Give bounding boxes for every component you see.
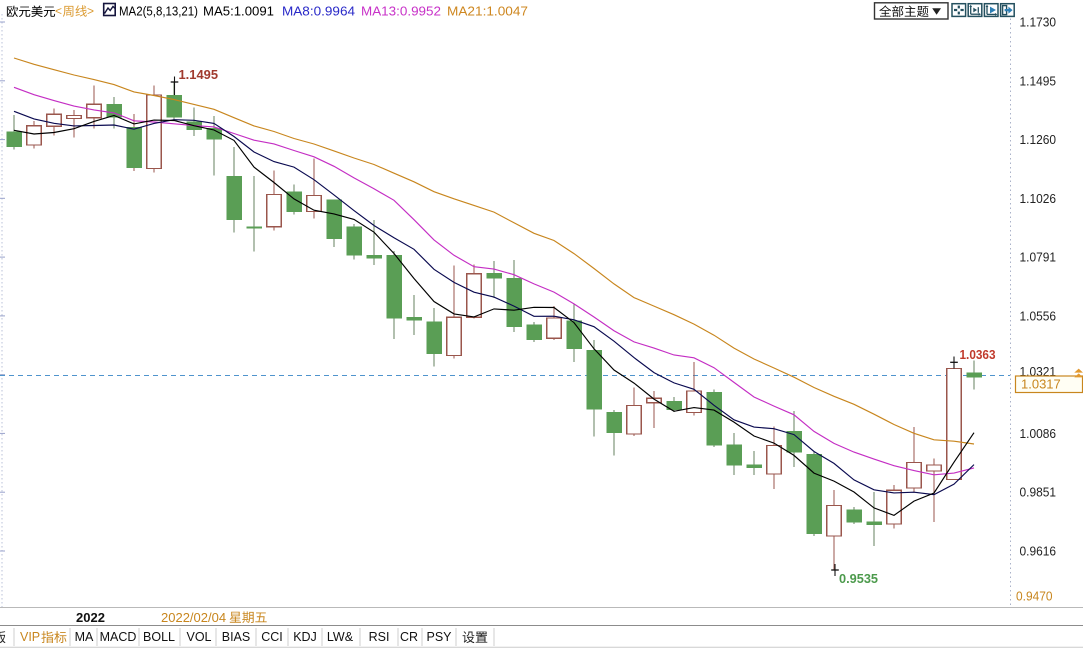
svg-text:1.1026: 1.1026 [1020,191,1057,206]
svg-text:>: > [87,4,94,18]
svg-text:0.9616: 0.9616 [1020,544,1057,559]
svg-text:MA21:1.0047: MA21:1.0047 [447,4,528,19]
svg-text:1.1730: 1.1730 [1020,15,1057,30]
svg-text:1.0321: 1.0321 [1020,364,1057,379]
svg-text:0.9535: 0.9535 [839,571,878,586]
svg-text:LW&: LW& [327,630,354,644]
svg-text:CR: CR [400,630,418,644]
svg-text:VIP: VIP [20,630,40,644]
svg-text:CCI: CCI [261,630,283,644]
svg-text:0.9470: 0.9470 [1016,589,1053,604]
svg-text:KDJ: KDJ [293,630,317,644]
svg-text:MA: MA [75,630,94,644]
svg-text:PSY: PSY [426,630,452,644]
svg-text:1.0363: 1.0363 [960,347,996,362]
svg-text:<: < [55,4,62,18]
svg-text:1.0556: 1.0556 [1020,308,1057,323]
svg-text:1.1495: 1.1495 [179,67,219,82]
svg-text:MA2(5,8,13,21): MA2(5,8,13,21) [119,4,198,19]
svg-text:RSI: RSI [369,630,390,644]
svg-text:MA8:0.9964: MA8:0.9964 [282,4,355,19]
svg-text:VOL: VOL [186,630,211,644]
svg-text:MACD: MACD [100,630,137,644]
svg-text:BIAS: BIAS [222,630,251,644]
svg-text:1.0086: 1.0086 [1020,426,1057,441]
svg-text:2022: 2022 [76,610,105,625]
svg-text:1.0791: 1.0791 [1020,250,1057,265]
svg-text:MA13:0.9952: MA13:0.9952 [361,4,441,19]
svg-text:BOLL: BOLL [143,630,175,644]
svg-text:2022/02/04: 2022/02/04 [161,610,226,625]
svg-text:MA5:1.0091: MA5:1.0091 [203,4,274,19]
svg-text:0.9851: 0.9851 [1020,485,1057,500]
svg-text:1.1260: 1.1260 [1020,132,1057,147]
svg-text:1.1495: 1.1495 [1020,73,1057,88]
svg-text:1.0317: 1.0317 [1021,377,1061,392]
